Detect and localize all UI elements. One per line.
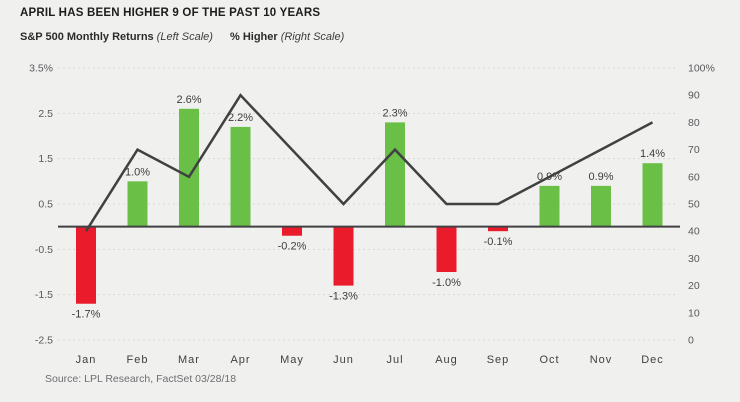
legend-left-scale-note: (Left Scale) — [156, 31, 213, 43]
bar-jan — [76, 226, 96, 304]
left-axis-tick: -1.5 — [35, 289, 53, 301]
bar-dec — [642, 163, 663, 227]
legend-left-label: S&P 500 Monthly Returns — [20, 31, 154, 43]
right-axis-tick: 60 — [688, 171, 700, 183]
left-axis-tick: 0.5 — [38, 199, 53, 211]
bar-oct — [539, 185, 560, 227]
bar-label-feb: 1.0% — [125, 166, 150, 178]
bar-label-jul: 2.3% — [382, 107, 407, 119]
bar-mar — [179, 108, 199, 227]
x-axis-label-apr: Apr — [230, 354, 250, 366]
legend-right-scale-note: (Right Scale) — [280, 31, 345, 43]
left-axis-tick: 3.5% — [29, 63, 53, 75]
bar-label-aug: -1.0% — [432, 277, 461, 289]
right-axis-tick: 10 — [688, 307, 700, 319]
bar-label-nov: 0.9% — [588, 171, 613, 183]
bar-feb — [127, 181, 148, 227]
chart-title: APRIL HAS BEEN HIGHER 9 OF THE PAST 10 Y… — [20, 7, 321, 19]
bar-label-jan: -1.7% — [72, 309, 101, 321]
bar-label-mar: 2.6% — [176, 94, 201, 106]
bar-apr — [230, 126, 251, 227]
x-axis-label-jun: Jun — [333, 354, 354, 366]
left-axis-tick: -0.5 — [35, 244, 53, 256]
x-axis-label-mar: Mar — [178, 354, 200, 366]
bar-jun — [333, 226, 354, 286]
bar-may — [282, 226, 302, 236]
right-axis-tick: 90 — [688, 90, 700, 102]
bar-label-dec: 1.4% — [640, 148, 665, 160]
left-axis-tick: 2.5 — [38, 108, 53, 120]
source-note: Source: LPL Research, FactSet 03/28/18 — [45, 373, 237, 385]
bar-label-may: -0.2% — [278, 241, 307, 253]
x-axis-label-jan: Jan — [76, 354, 97, 366]
pct-higher-line — [84, 93, 654, 232]
x-axis-label-oct: Oct — [539, 354, 559, 366]
bar-label-oct: 0.9% — [537, 171, 562, 183]
bar-label-sep: -0.1% — [484, 236, 513, 248]
bar-label-apr: 2.2% — [228, 112, 253, 124]
bar-aug — [436, 226, 457, 272]
right-axis-tick: 80 — [688, 117, 700, 129]
legend-left-series: S&P 500 Monthly Returns (Left Scale) — [20, 31, 213, 43]
legend-right-label: % Higher — [230, 31, 278, 43]
x-axis-label-sep: Sep — [487, 354, 510, 366]
left-axis-tick: 1.5 — [38, 153, 53, 165]
right-axis-tick: 40 — [688, 226, 700, 238]
x-axis-label-jul: Jul — [386, 354, 403, 366]
x-axis-label-nov: Nov — [590, 354, 613, 366]
bar-label-jun: -1.3% — [329, 291, 358, 303]
x-axis-label-feb: Feb — [127, 354, 149, 366]
x-axis-label-aug: Aug — [435, 354, 458, 366]
chart-legend: S&P 500 Monthly Returns (Left Scale) % Hi… — [0, 31, 740, 47]
left-axis-tick: -2.5 — [35, 335, 53, 347]
legend-right-series: % Higher (Right Scale) — [230, 31, 344, 43]
right-axis-tick: 50 — [688, 199, 700, 211]
right-axis-tick: 70 — [688, 144, 700, 156]
bar-sep — [488, 226, 508, 232]
right-axis-tick: 0 — [688, 335, 694, 347]
bar-nov — [591, 185, 611, 227]
bar-jul — [385, 122, 405, 227]
right-axis-tick: 100% — [688, 63, 715, 75]
x-axis-label-dec: Dec — [641, 354, 664, 366]
right-axis-tick: 30 — [688, 253, 700, 265]
right-axis-tick: 20 — [688, 280, 700, 292]
x-axis-label-may: May — [280, 354, 304, 366]
